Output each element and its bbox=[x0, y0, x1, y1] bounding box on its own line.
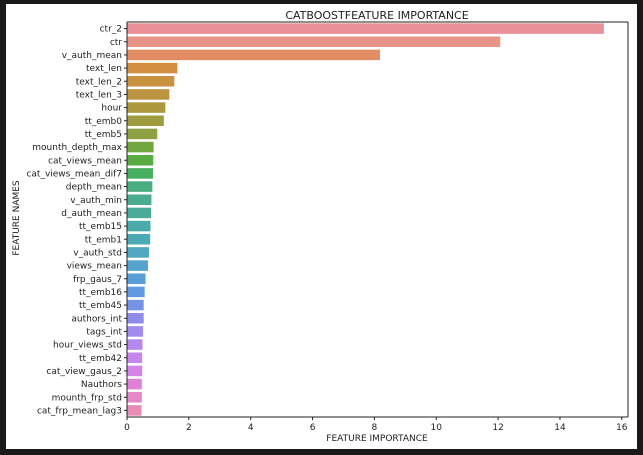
y-tick-label: cat_views_mean bbox=[48, 156, 122, 166]
bar-cat_frp_mean_lag3 bbox=[127, 405, 142, 416]
y-tick-label: ctr bbox=[110, 38, 122, 48]
bar-mounth_frp_std bbox=[127, 391, 142, 403]
bar-tt_emb0 bbox=[127, 115, 164, 127]
y-axis-title: FEATURE NAMES bbox=[12, 180, 22, 256]
x-axis-title: FEATURE IMPORTANCE bbox=[326, 434, 428, 444]
x-tick-label: 16 bbox=[616, 423, 628, 433]
bar-v_auth_min bbox=[127, 194, 152, 206]
bar-cat_view_gaus_2 bbox=[127, 365, 143, 377]
bar-ctr bbox=[127, 36, 501, 48]
x-tick-label: 6 bbox=[310, 423, 316, 433]
y-tick-label: tt_emb16 bbox=[79, 288, 122, 298]
x-tick-label: 10 bbox=[431, 423, 443, 433]
y-tick-label: tt_emb0 bbox=[85, 117, 123, 127]
bar-frp_gaus_7 bbox=[127, 273, 146, 285]
bar-cat_views_mean bbox=[127, 154, 154, 166]
y-tick-label: hour bbox=[101, 104, 122, 114]
y-tick-label: v_auth_std bbox=[73, 248, 122, 258]
y-tick-label: tt_emb5 bbox=[85, 130, 122, 140]
bar-hour bbox=[127, 102, 166, 113]
chart-title: CATBOOSTFEATURE IMPORTANCE bbox=[285, 9, 468, 22]
bar-views_mean bbox=[127, 260, 149, 271]
y-tick-label: cat_view_gaus_2 bbox=[46, 367, 122, 377]
bar-tt_emb16 bbox=[127, 286, 145, 298]
bar-hour_views_std bbox=[127, 339, 143, 350]
bar-v_auth_std bbox=[127, 247, 149, 258]
bar-mounth_depth_max bbox=[127, 141, 154, 153]
y-tick-label: Nauthors bbox=[81, 380, 122, 390]
x-tick-label: 12 bbox=[492, 423, 503, 433]
y-tick-label: tt_emb15 bbox=[79, 222, 122, 232]
bar-tt_emb1 bbox=[127, 233, 151, 245]
x-tick-labels: 0 2 4 6 8 10 12 14 16 bbox=[124, 417, 628, 433]
y-tick-label: hour_views_std bbox=[53, 341, 122, 351]
bar-tt_emb42 bbox=[127, 352, 143, 364]
x-tick-label: 4 bbox=[248, 423, 254, 433]
x-tick-label: 0 bbox=[124, 423, 130, 433]
bar-depth_mean bbox=[127, 181, 153, 192]
x-tick-label: 2 bbox=[186, 423, 192, 433]
y-tick-label: cat_views_mean_dif7 bbox=[26, 169, 122, 179]
bar-text_len_2 bbox=[127, 75, 175, 87]
bar-tt_emb45 bbox=[127, 299, 144, 311]
y-tick-label: ctr_2 bbox=[100, 25, 122, 35]
y-tick-label: depth_mean bbox=[66, 183, 122, 193]
bar-ctr_2 bbox=[127, 23, 604, 34]
bar-tt_emb5 bbox=[127, 128, 158, 140]
y-tick-label: authors_int bbox=[71, 314, 122, 324]
bars-group bbox=[127, 23, 604, 416]
bar-text_len_3 bbox=[127, 89, 170, 100]
bar-text_len bbox=[127, 62, 178, 74]
y-tick-label: tt_emb1 bbox=[85, 235, 122, 245]
bar-tags_int bbox=[127, 326, 144, 337]
bar-tt_emb15 bbox=[127, 220, 151, 232]
y-tick-label: mounth_depth_max bbox=[32, 143, 122, 153]
bar-Nauthors bbox=[127, 378, 142, 390]
y-tick-label: mounth_frp_std bbox=[52, 393, 122, 403]
y-tick-label: tags_int bbox=[86, 327, 122, 337]
x-tick-label: 14 bbox=[554, 423, 566, 433]
bar-cat_views_mean_dif7 bbox=[127, 168, 153, 179]
y-tick-label: text_len_2 bbox=[76, 77, 122, 87]
y-tick-label: tt_emb45 bbox=[79, 301, 122, 311]
y-tick-label: views_mean bbox=[67, 262, 122, 272]
y-tick-label: tt_emb42 bbox=[79, 354, 122, 364]
y-tick-label: d_auth_mean bbox=[61, 209, 122, 219]
bar-authors_int bbox=[127, 312, 144, 324]
bar-d_auth_mean bbox=[127, 207, 152, 219]
y-tick-label: v_auth_min bbox=[70, 196, 122, 206]
bar-v_auth_mean bbox=[127, 49, 380, 61]
x-tick-label: 8 bbox=[372, 423, 378, 433]
y-tick-label: v_auth_mean bbox=[62, 51, 122, 61]
y-tick-label: text_len bbox=[86, 64, 122, 74]
y-tick-label: text_len_3 bbox=[76, 90, 122, 100]
y-tick-label: frp_gaus_7 bbox=[73, 275, 122, 285]
y-tick-label: cat_frp_mean_lag3 bbox=[37, 406, 122, 416]
